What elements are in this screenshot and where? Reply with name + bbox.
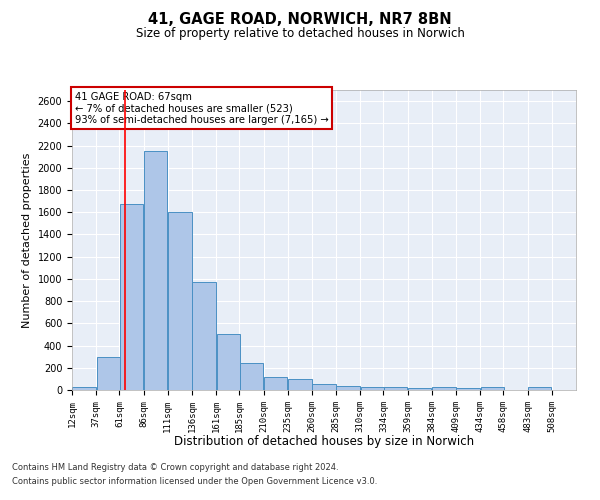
Bar <box>432 387 455 390</box>
Bar <box>288 379 311 390</box>
Bar <box>144 151 167 390</box>
Bar <box>457 388 480 390</box>
Text: Contains public sector information licensed under the Open Government Licence v3: Contains public sector information licen… <box>12 477 377 486</box>
Bar <box>73 387 96 390</box>
Text: 41, GAGE ROAD, NORWICH, NR7 8BN: 41, GAGE ROAD, NORWICH, NR7 8BN <box>148 12 452 28</box>
Bar <box>408 388 431 390</box>
Bar <box>384 387 407 390</box>
Bar <box>361 386 384 390</box>
Y-axis label: Number of detached properties: Number of detached properties <box>22 152 32 328</box>
Bar <box>193 282 216 390</box>
Bar <box>120 204 143 390</box>
Bar <box>217 334 240 390</box>
Bar <box>312 384 336 390</box>
Bar <box>168 212 191 390</box>
X-axis label: Distribution of detached houses by size in Norwich: Distribution of detached houses by size … <box>174 434 474 448</box>
Bar <box>481 387 504 390</box>
Text: 41 GAGE ROAD: 67sqm
← 7% of detached houses are smaller (523)
93% of semi-detach: 41 GAGE ROAD: 67sqm ← 7% of detached hou… <box>74 92 328 124</box>
Bar <box>240 363 263 390</box>
Bar <box>264 376 287 390</box>
Bar <box>97 356 120 390</box>
Bar <box>337 386 360 390</box>
Text: Size of property relative to detached houses in Norwich: Size of property relative to detached ho… <box>136 28 464 40</box>
Text: Contains HM Land Registry data © Crown copyright and database right 2024.: Contains HM Land Registry data © Crown c… <box>12 464 338 472</box>
Bar <box>528 387 551 390</box>
